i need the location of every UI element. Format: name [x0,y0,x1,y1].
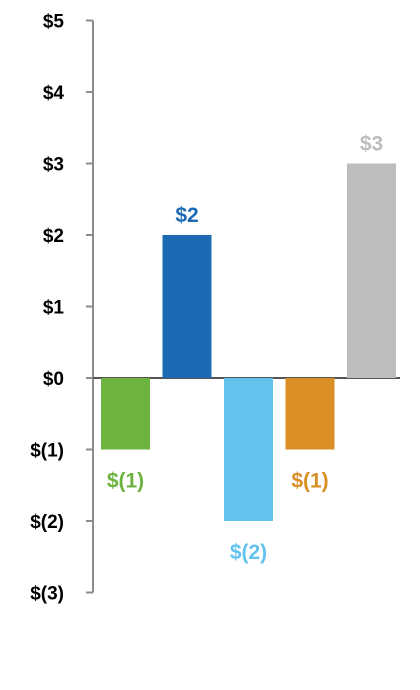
bar [285,378,335,450]
bar [224,378,273,521]
y-tick-labels: $5 $4 $3 $2 $1 $0 $(1) $(2) $(3) [30,12,64,605]
data-label: $(2) [230,541,267,564]
data-label: $(1) [291,470,328,493]
y-tick-label: $2 [43,226,64,247]
y-tick-label: $3 [43,155,64,176]
y-tick-label: $(1) [30,441,64,462]
data-label: $(1) [107,470,144,493]
bar [347,163,396,378]
y-tick-label: $(3) [30,584,64,605]
y-tick-label: $0 [43,369,64,390]
data-labels: $(1) $2 $(2) $(1) $3 [107,133,383,565]
data-label: $3 [360,133,383,156]
data-label: $2 [175,204,198,227]
bar [101,378,150,450]
bar-group [101,163,396,521]
y-tick-label: $5 [43,12,65,33]
y-tick-label: $1 [43,298,65,319]
y-tick-label: $4 [43,83,65,104]
bar [162,235,212,378]
y-tick-label: $(2) [30,512,64,533]
